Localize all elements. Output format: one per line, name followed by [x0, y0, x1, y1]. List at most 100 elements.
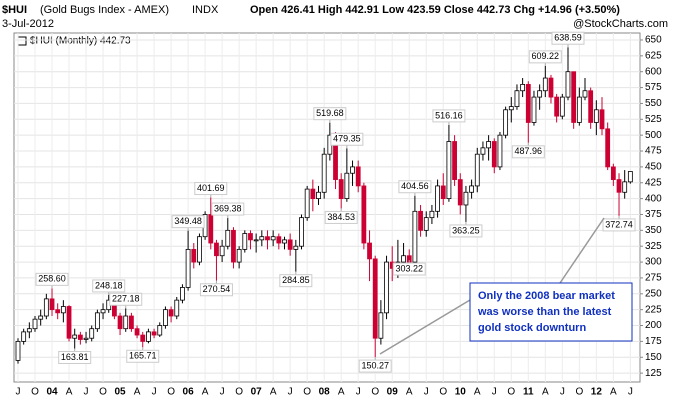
- candle-body: [435, 185, 440, 212]
- y-tick-label: 600: [645, 66, 662, 77]
- y-tick-label: 575: [645, 82, 662, 93]
- candle-body: [128, 315, 134, 330]
- legend: $HUI (Monthly) 442.73: [30, 36, 131, 47]
- annotation: 404.56: [401, 181, 429, 191]
- x-tick-label: O: [371, 387, 379, 398]
- x-tick-label: A: [270, 387, 277, 398]
- candle-body: [497, 134, 503, 168]
- candle-body: [378, 312, 384, 339]
- candle-body: [72, 334, 78, 339]
- candle-body: [32, 318, 38, 330]
- candle-body: [474, 153, 480, 187]
- annotation-box: [358, 359, 392, 373]
- legend-icon: [17, 36, 27, 46]
- callout-pointer: [559, 217, 605, 284]
- annotation-box: [58, 350, 92, 364]
- quote: Open 426.41 High 442.91 Low 423.59 Close…: [250, 4, 620, 16]
- annotation: 638.59: [554, 33, 582, 43]
- annotation: 270.54: [203, 284, 231, 294]
- candle-body: [576, 96, 582, 123]
- candle-body: [253, 239, 259, 242]
- candle-body: [100, 309, 106, 314]
- y-tick-label: 400: [645, 193, 662, 204]
- annotation: 150.27: [361, 360, 389, 370]
- y-tick-label: 375: [645, 209, 662, 220]
- plot: 125 150 175 200 225 250 275 300 325 350 375 400 425 4…: [14, 31, 662, 398]
- candle-body: [214, 242, 219, 257]
- annotation-box: [449, 224, 483, 238]
- candle-body: [83, 337, 89, 340]
- exchange: INDX: [192, 4, 219, 16]
- candle-body: [89, 328, 95, 339]
- candle-body: [310, 188, 316, 200]
- y-tick-label: 550: [645, 98, 662, 109]
- y-tick-label: 200: [645, 320, 662, 331]
- candle-body: [38, 315, 44, 320]
- y-tick-label: 300: [645, 257, 662, 268]
- x-tick-label: O: [439, 387, 447, 398]
- candle-body: [367, 242, 372, 260]
- candle-body: [525, 83, 531, 123]
- candle-body: [503, 109, 509, 136]
- candle-body: [548, 77, 554, 98]
- candle-body: [276, 236, 282, 244]
- annotation: 258.60: [38, 274, 66, 284]
- candle-body: [55, 309, 61, 314]
- annotation: 372.74: [605, 219, 633, 229]
- candle-body: [542, 77, 548, 92]
- candle-body: [338, 179, 344, 200]
- annotation-box: [171, 215, 205, 229]
- candle-body: [616, 179, 622, 193]
- candle-body: [440, 185, 446, 200]
- candle-body: [452, 141, 457, 180]
- candle-body: [486, 141, 492, 149]
- candle-body: [537, 90, 543, 98]
- plot-frame: [13, 32, 641, 383]
- candle-body: [26, 328, 32, 333]
- candle-body: [401, 255, 406, 263]
- candle-body: [554, 96, 560, 117]
- candle-body: [514, 90, 520, 108]
- annotation-box: [432, 109, 466, 123]
- candle-body: [463, 191, 469, 206]
- candle-body: [49, 298, 55, 311]
- candle-body: [219, 245, 225, 257]
- y-tick-label: 125: [645, 368, 662, 379]
- y-tick-label: 350: [645, 225, 662, 236]
- candle-body: [174, 299, 180, 317]
- callout-text: Only the 2008 bear market: [478, 290, 615, 302]
- candle-body: [185, 248, 191, 288]
- candle-body: [94, 312, 100, 330]
- candle-body: [423, 217, 429, 231]
- candle-body: [610, 166, 616, 180]
- x-tick-label: 05: [114, 387, 126, 398]
- candle-body: [225, 229, 231, 247]
- x-tick-label: 12: [591, 387, 603, 398]
- candle-body: [43, 298, 49, 317]
- candle-body: [231, 229, 236, 263]
- annotation-box: [511, 145, 545, 159]
- candle-body: [457, 179, 463, 206]
- x-tick-label: A: [202, 387, 209, 398]
- annotation-box: [602, 218, 636, 232]
- annotation: 227.18: [112, 294, 140, 304]
- candle-body: [599, 109, 605, 130]
- x-tick-label: J: [16, 387, 21, 398]
- annotation: 401.69: [197, 183, 225, 193]
- candle-body: [304, 188, 310, 219]
- y-tick-label: 475: [645, 146, 662, 157]
- y-tick-label: 425: [645, 177, 662, 188]
- chart-title: (Gold Bugs Index - AMEX): [40, 4, 169, 16]
- callout-pointer: [379, 299, 471, 355]
- x-tick-label: O: [235, 387, 243, 398]
- annotation: 248.18: [95, 280, 123, 290]
- x-tick-label: O: [303, 387, 311, 398]
- annotation: 349.48: [174, 216, 202, 226]
- candle-body: [350, 166, 355, 174]
- candle-body: [236, 248, 242, 263]
- annotation-box: [528, 50, 562, 64]
- x-tick-label: 04: [46, 387, 58, 398]
- candle-body: [180, 287, 185, 301]
- annotation: 519.68: [316, 108, 344, 118]
- candle-body: [134, 328, 140, 336]
